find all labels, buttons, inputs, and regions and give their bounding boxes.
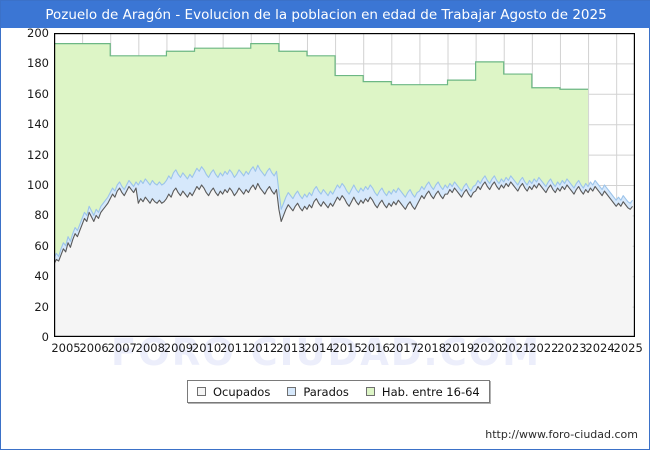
legend-label: Parados — [303, 384, 349, 399]
x-tick-label: 2013 — [276, 341, 306, 355]
y-tick-label: 200 — [27, 26, 49, 40]
y-tick-label: 60 — [34, 238, 49, 253]
window-title-bar: Pozuelo de Aragón - Evolucion de la pobl… — [1, 1, 650, 28]
x-tick-label: 2014 — [304, 341, 334, 355]
x-tick-label: 2009 — [163, 341, 194, 355]
x-axis: 2005 2006 2007 2008 2009 2010 2011 2012 2013 2014… — [1, 341, 650, 357]
x-tick-label: 2019 — [444, 341, 475, 355]
y-tick-label: 80 — [34, 208, 49, 223]
plot-border — [54, 33, 635, 337]
y-tick-label: 180 — [27, 56, 49, 71]
y-tick-label: 120 — [27, 147, 49, 162]
x-tick-label: 2022 — [529, 341, 559, 355]
x-tick-label: 2021 — [501, 341, 531, 355]
y-tick-label: 100 — [27, 178, 49, 192]
x-tick-label: 2005 — [51, 341, 81, 355]
source-url: http://www.foro-ciudad.com — [485, 428, 638, 441]
x-tick-label: 2008 — [135, 341, 165, 355]
plot-area — [54, 33, 635, 337]
legend-label: Hab. entre 16-64 — [381, 384, 480, 399]
x-tick-label: 2023 — [557, 341, 587, 355]
x-tick-label: 2006 — [79, 341, 109, 355]
x-tick-label: 2020 — [472, 341, 503, 355]
x-tick-label: 2025 — [613, 341, 643, 355]
y-tick-label: 0 — [41, 330, 49, 344]
legend-label: Ocupados — [213, 384, 271, 399]
legend-item[interactable]: Ocupados — [197, 385, 270, 399]
y-axis: 0 20 40 60 80 100 120 140 160 180 200 — [1, 1, 49, 451]
x-tick-label: 2024 — [585, 341, 615, 355]
x-tick-label: 2011 — [220, 341, 250, 355]
y-tick-label: 140 — [27, 117, 49, 132]
x-tick-label: 2015 — [332, 341, 362, 355]
legend-swatch-icon — [365, 387, 375, 396]
x-tick-label: 2017 — [388, 341, 418, 355]
y-tick-label: 160 — [27, 86, 49, 101]
y-tick-label: 40 — [34, 269, 49, 284]
legend-swatch-icon — [197, 387, 206, 396]
page-title: Pozuelo de Aragón - Evolucion de la pobl… — [45, 6, 607, 23]
x-tick-label: 2010 — [191, 341, 222, 355]
legend-item[interactable]: Parados — [287, 385, 349, 399]
legend-item[interactable]: Hab. entre 16-64 — [365, 384, 480, 399]
chart-svg — [54, 33, 635, 337]
x-tick-label: 2012 — [248, 341, 278, 355]
x-tick-label: 2016 — [360, 341, 390, 355]
legend-swatch-icon — [287, 387, 297, 396]
y-tick-label: 20 — [34, 299, 49, 314]
chart-legend: Ocupados Parados Hab. entre 16-64 — [187, 380, 490, 403]
x-tick-label: 2007 — [107, 341, 137, 355]
x-tick-label: 2018 — [416, 341, 447, 355]
series-ocupados — [54, 181, 633, 337]
